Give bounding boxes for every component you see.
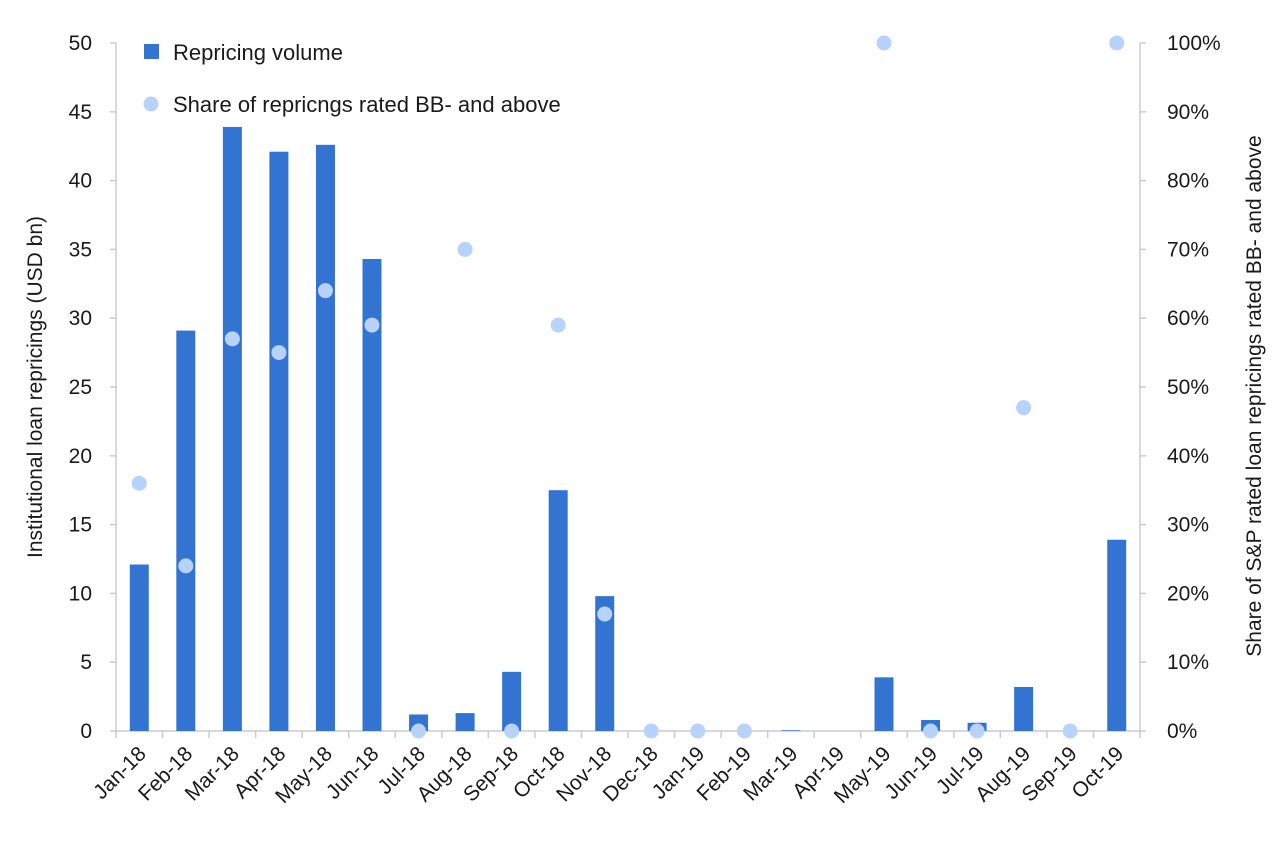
point (411, 723, 427, 739)
point (504, 723, 520, 739)
point (550, 317, 566, 333)
y2-tick-label: 10% (1167, 651, 1209, 674)
point (271, 345, 287, 361)
y2-tick-label: 80% (1167, 170, 1209, 193)
y2-tick-label: 20% (1167, 582, 1209, 605)
bar (548, 490, 568, 731)
bar (595, 596, 615, 731)
point (317, 283, 333, 299)
point (597, 606, 613, 622)
point (969, 723, 985, 739)
y2-tick-label: 30% (1167, 514, 1209, 537)
y-tick-label: 0 (80, 720, 92, 743)
bar (455, 713, 475, 731)
y2-axis-title: Share of S&P rated loan repricings rated… (1243, 135, 1266, 656)
y-tick-label: 50 (69, 32, 92, 55)
bar (176, 330, 196, 731)
point (923, 723, 939, 739)
y-axis-title: Institutional loan repricings (USD bn) (24, 216, 47, 558)
point (224, 331, 240, 347)
bar (1014, 686, 1034, 731)
y-tick-label: 5 (80, 651, 92, 674)
y-tick-label: 35 (69, 238, 92, 261)
y-axis-ticks: 0 5 10 15 20 25 30 35 40 45 50 (69, 32, 116, 743)
y2-tick-label: 50% (1167, 376, 1209, 399)
x-tick-label: Oct-19 (1067, 742, 1128, 803)
point (1062, 723, 1078, 739)
x-tick-label: Jun-19 (880, 742, 942, 804)
x-axis-ticks: Jan-18Feb-18Mar-18Apr-18May-18Jun-18Jul-… (89, 731, 1141, 808)
point (876, 35, 892, 51)
y2-tick-label: 90% (1167, 101, 1209, 124)
legend-label-point: Share of repricngs rated BB- and above (173, 92, 561, 117)
point (364, 317, 380, 333)
y-tick-label: 20 (69, 445, 92, 468)
bar (362, 259, 382, 731)
bar (781, 730, 801, 731)
legend: Repricing volume Share of repricngs rate… (143, 40, 561, 117)
y-tick-label: 40 (69, 170, 92, 193)
x-tick-label: Jun-18 (322, 742, 384, 804)
point (178, 558, 194, 574)
legend-swatch-point (143, 96, 159, 112)
bar (222, 126, 242, 732)
point (690, 723, 706, 739)
point (1109, 35, 1125, 51)
scatter-series (131, 35, 1125, 739)
legend-label-bar: Repricing volume (173, 40, 343, 65)
bar-series (129, 126, 1127, 732)
bar (502, 671, 522, 731)
y2-tick-label: 40% (1167, 445, 1209, 468)
y2-tick-label: 0% (1167, 720, 1197, 743)
y2-axis-ticks: 0% 10% 20% 30% 40% 50% 60% 70% 80% 90% 100% (1140, 32, 1221, 743)
point (643, 723, 659, 739)
legend-swatch-bar (144, 44, 159, 59)
y-tick-label: 30 (69, 307, 92, 330)
bar (269, 151, 289, 732)
bar (129, 564, 149, 731)
bar (1107, 539, 1127, 731)
point (131, 475, 147, 491)
point (457, 241, 473, 257)
y2-tick-label: 100% (1167, 32, 1221, 55)
point (736, 723, 752, 739)
point (1016, 400, 1032, 416)
y-tick-label: 10 (69, 582, 92, 605)
y2-tick-label: 60% (1167, 307, 1209, 330)
bar (315, 144, 335, 732)
y-tick-label: 15 (69, 514, 92, 537)
y2-tick-label: 70% (1167, 238, 1209, 261)
y-tick-label: 25 (69, 376, 92, 399)
y-tick-label: 45 (69, 101, 92, 124)
bar (874, 677, 894, 731)
